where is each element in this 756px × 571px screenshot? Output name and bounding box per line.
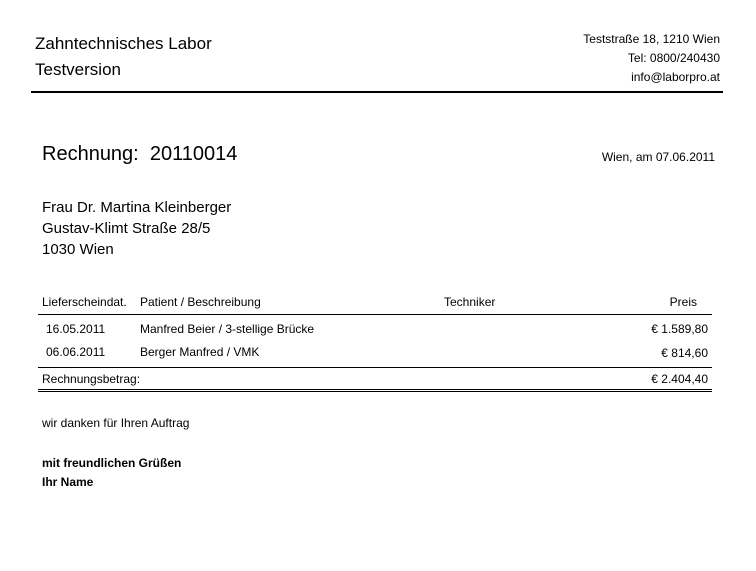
invoice-number: 20110014 [149, 143, 238, 165]
recipient-street: Gustav-Klimt Straße 28/5 [42, 220, 211, 237]
invoice-label: Rechnung: [42, 143, 139, 165]
recipient-city: 1030 Wien [42, 241, 114, 258]
invoice-title: Rechnung: 20110014 [42, 143, 237, 166]
company-phone: Tel: 0800/240430 [627, 51, 720, 65]
greeting-text: mit freundlichen Grüßen [42, 456, 182, 470]
header-technician: Techniker [444, 295, 496, 309]
signature-text: Ihr Name [42, 475, 94, 489]
total-amount: € 2.404,40 [651, 372, 708, 386]
header-price: Preis [669, 295, 697, 309]
row-description: Manfred Beier / 3-stellige Brücke [140, 322, 315, 336]
row-date: 06.06.2011 [46, 345, 106, 359]
row-price: € 814,60 [661, 346, 708, 360]
total-double-line-top [38, 389, 712, 390]
company-subtitle: Testversion [35, 60, 121, 79]
header-description: Patient / Beschreibung [140, 295, 261, 309]
row-description: Berger Manfred / VMK [140, 345, 260, 359]
header-divider [31, 91, 723, 93]
recipient-name: Frau Dr. Martina Kleinberger [42, 199, 232, 216]
header-date: Lieferscheindat. [42, 295, 127, 309]
row-price: € 1.589,80 [651, 322, 708, 336]
company-email: info@laborpro.at [631, 70, 720, 84]
invoice-date: Wien, am 07.06.2011 [601, 150, 715, 164]
company-name: Zahntechnisches Labor [35, 34, 212, 53]
total-divider [38, 367, 712, 368]
thanks-text: wir danken für Ihren Auftrag [42, 416, 190, 430]
row-date: 16.05.2011 [46, 322, 106, 336]
table-header-divider [38, 314, 712, 315]
total-label: Rechnungsbetrag: [42, 372, 141, 386]
total-double-line-bottom [38, 391, 712, 392]
company-address: Teststraße 18, 1210 Wien [583, 32, 720, 46]
